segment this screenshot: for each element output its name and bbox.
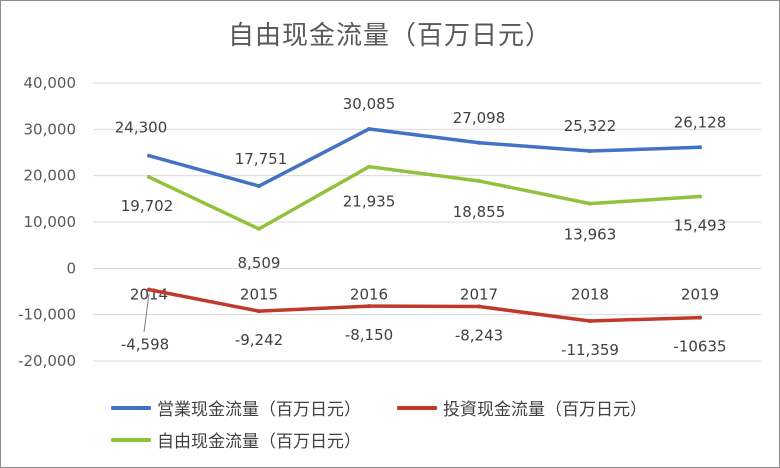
y-tick-label: 10,000	[24, 213, 77, 231]
data-label: -8,243	[455, 327, 503, 345]
data-label: -10635	[673, 338, 726, 356]
data-point	[588, 318, 592, 323]
data-point	[477, 178, 481, 183]
data-label: 27,098	[453, 109, 506, 127]
data-point	[147, 153, 151, 158]
data-point	[147, 175, 151, 180]
data-point	[257, 309, 261, 314]
data-label: -9,242	[235, 331, 283, 349]
data-point	[257, 226, 261, 231]
x-tick-label: 2018	[571, 285, 609, 303]
data-label: 18,855	[453, 203, 506, 221]
data-point	[698, 145, 702, 150]
data-label: 30,085	[343, 95, 396, 113]
series-line-2	[147, 164, 702, 231]
y-tick-label: 30,000	[24, 120, 77, 138]
data-label: 8,509	[238, 254, 281, 272]
y-tick-label: -10,000	[18, 306, 76, 324]
y-tick-label: 0	[66, 259, 76, 277]
legend-label-operating: 営業现金流量（百万日元）	[157, 400, 361, 420]
data-point	[367, 304, 371, 309]
data-label: 19,702	[121, 197, 174, 215]
data-label: 26,128	[674, 113, 727, 131]
series-line-0	[147, 127, 702, 188]
legend-item-operating: 営業现金流量（百万日元）	[111, 395, 361, 420]
legend-label-free: 自由现金流量（百万日元）	[157, 432, 361, 452]
data-point	[477, 304, 481, 309]
data-point	[147, 287, 151, 292]
series-line-1	[147, 287, 702, 323]
legend-item-investing: 投資现金流量（百万日元）	[397, 395, 647, 420]
data-label: 13,963	[564, 226, 617, 244]
data-label: 25,322	[564, 117, 617, 135]
data-label: -4,598	[121, 336, 169, 354]
x-tick-label: 2017	[460, 285, 498, 303]
data-point	[698, 194, 702, 199]
data-point	[367, 164, 371, 169]
chart-title: 自由现金流量（百万日元）	[227, 21, 552, 51]
legend-label-investing: 投資现金流量（百万日元）	[443, 400, 647, 420]
data-label-leader-line	[143, 293, 150, 333]
data-label: 21,935	[343, 193, 396, 211]
data-label: -8,150	[345, 326, 393, 344]
y-tick-label: 40,000	[24, 74, 77, 92]
y-tick-label: -20,000	[18, 352, 76, 370]
x-tick-label: 2019	[681, 285, 719, 303]
data-point	[257, 184, 261, 189]
legend-swatch-free	[111, 437, 151, 442]
data-label: 15,493	[674, 217, 727, 235]
data-point	[698, 315, 702, 320]
data-point	[367, 126, 371, 131]
data-label: 24,300	[115, 119, 168, 137]
y-tick-label: 20,000	[24, 167, 77, 185]
legend-swatch-investing	[397, 405, 437, 410]
data-point	[588, 149, 592, 154]
legend-swatch-operating	[111, 405, 151, 410]
legend-item-free: 自由现金流量（百万日元）	[111, 427, 361, 452]
data-label: 17,751	[235, 150, 288, 168]
data-point	[588, 201, 592, 206]
data-label: -11,359	[561, 341, 619, 359]
data-point	[477, 140, 481, 145]
x-tick-label: 2015	[240, 285, 278, 303]
x-tick-label: 2016	[350, 285, 388, 303]
